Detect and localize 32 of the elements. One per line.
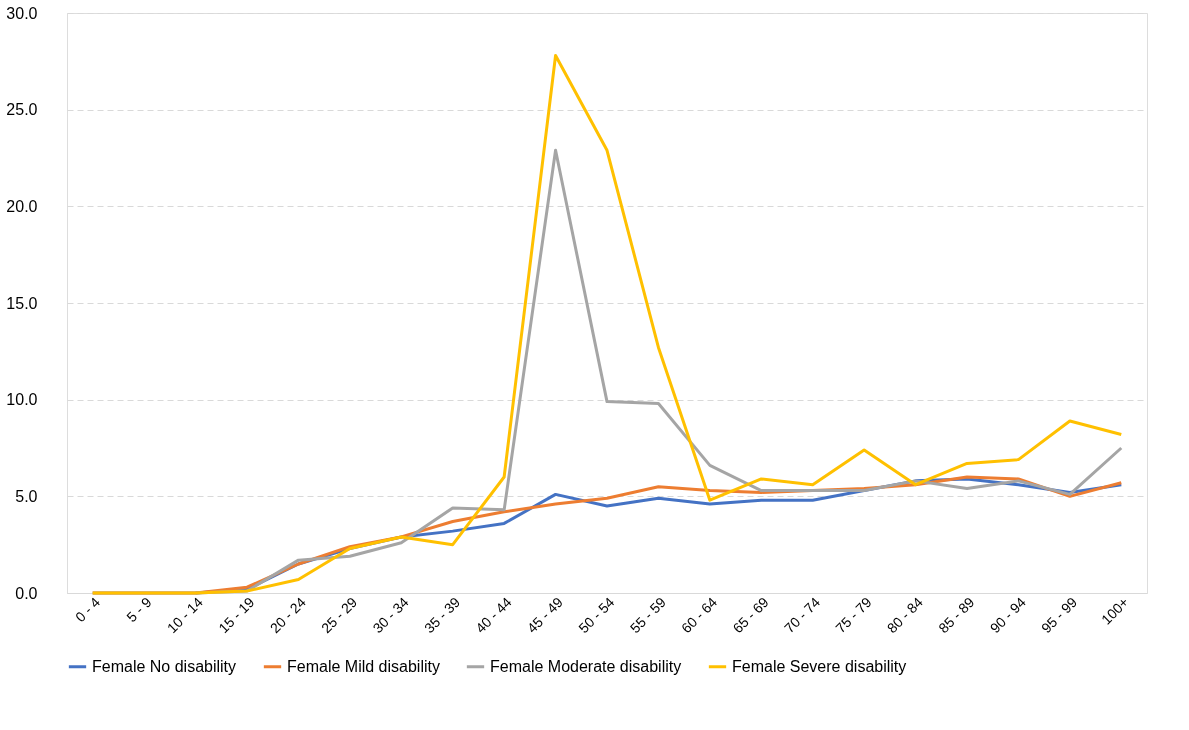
y-tick-label: 25.0 — [6, 101, 38, 119]
legend-label: Female No disability — [92, 657, 237, 675]
x-tick-label: 20 - 24 — [266, 593, 309, 637]
x-tick-label: 40 - 44 — [472, 593, 515, 637]
x-tick-label: 90 - 94 — [986, 593, 1029, 637]
x-tick-label: 15 - 19 — [215, 593, 258, 637]
y-tick-label: 30.0 — [6, 4, 38, 22]
x-tick-label: 55 - 59 — [626, 593, 669, 637]
x-tick-label: 10 - 14 — [163, 593, 207, 637]
x-tick-label: 35 - 39 — [420, 593, 464, 637]
x-tick-label: 75 - 79 — [832, 593, 875, 637]
x-tick-label: 0 - 4 — [71, 593, 104, 626]
x-tick-label: 70 - 74 — [780, 593, 824, 637]
legend-label: Female Severe disability — [732, 657, 907, 675]
x-tick-label: 65 - 69 — [729, 593, 772, 637]
line-series — [91, 54, 1123, 595]
x-tick-label: 45 - 49 — [523, 593, 567, 637]
legend-label: Female Moderate disability — [490, 657, 682, 675]
x-tick-label: 80 - 84 — [883, 593, 927, 637]
x-tick-label: 5 - 9 — [123, 593, 155, 626]
y-tick-label: 5.0 — [15, 487, 38, 505]
y-tick-label: 10.0 — [6, 391, 38, 409]
x-tick-label: 30 - 34 — [369, 593, 412, 637]
legend-label: Female Mild disability — [287, 657, 440, 675]
x-tick-label: 25 - 29 — [318, 593, 361, 637]
y-tick-label: 0.0 — [15, 584, 38, 602]
y-tick-label: 15.0 — [6, 294, 38, 312]
x-tick-label: 85 - 89 — [935, 593, 978, 637]
x-tick-label: 50 - 54 — [575, 593, 618, 637]
x-tick-label: 95 - 99 — [1038, 593, 1081, 637]
x-tick-label: 60 - 64 — [678, 593, 721, 637]
y-tick-label: 20.0 — [6, 197, 38, 215]
